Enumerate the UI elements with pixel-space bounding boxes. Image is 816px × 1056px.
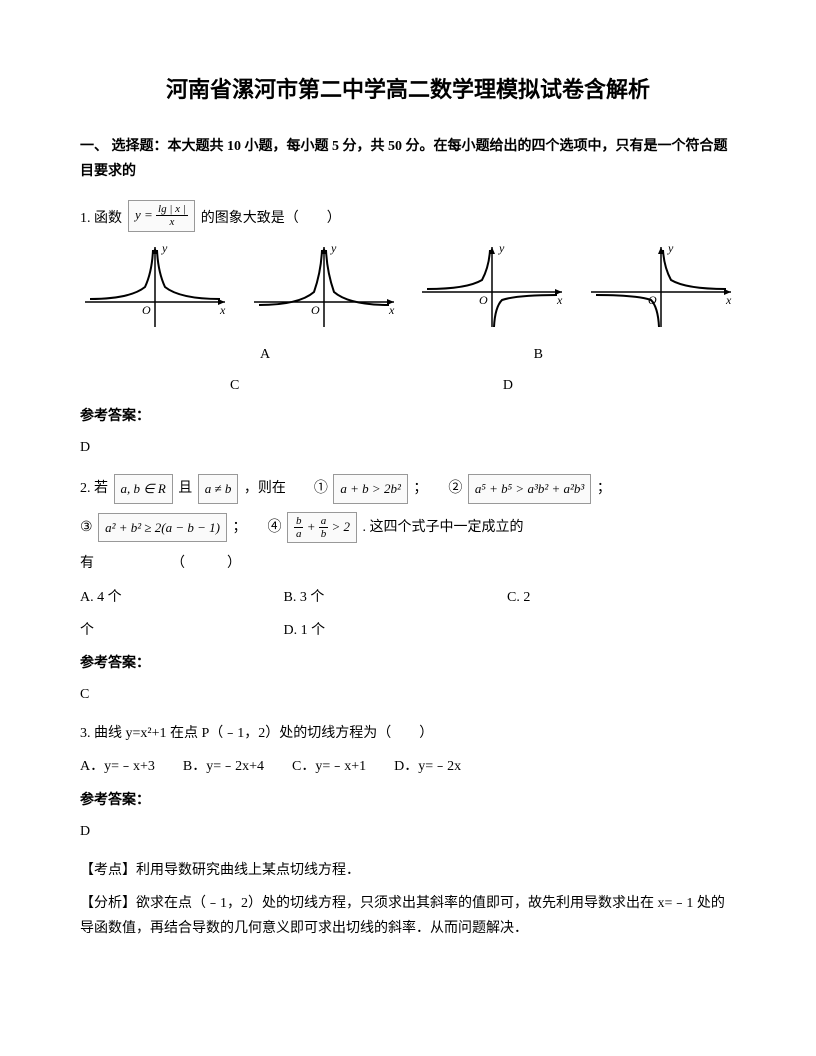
q1-suffix: 的图象大致是（ ） xyxy=(201,206,341,231)
formula-denominator: x xyxy=(167,216,176,228)
q2-cond1: a, b ∈ R xyxy=(114,474,173,503)
question-2-line1: 2. 若 a, b ∈ R 且 a ≠ b ，则在 ① a + b > 2b² … xyxy=(80,474,736,503)
q3-options: A．y=﹣x+3 B．y=﹣2x+4 C．y=﹣x+1 D．y=﹣2x xyxy=(80,754,736,779)
svg-text:O: O xyxy=(142,303,151,317)
svg-text:x: x xyxy=(725,293,732,307)
frac-num2: a xyxy=(319,515,329,528)
q2-answer-label: 参考答案： xyxy=(80,651,736,676)
kaodian-label: 【考点】 xyxy=(80,863,136,878)
q1-opt-c: C xyxy=(230,373,239,398)
question-1: 1. 函数 y = lg | x | x 的图象大致是（ ） xyxy=(80,200,736,232)
q2-sep2: ； xyxy=(597,481,611,496)
formula-numerator: lg | x | xyxy=(156,203,188,216)
fenxi-text: 欲求在点（﹣1，2）处的切线方程，只须求出其斜率的值即可，故先利用导数求出在 x… xyxy=(80,896,725,936)
q2-expr4: ba + ab > 2 xyxy=(287,512,357,544)
q1-answer: D xyxy=(80,435,736,460)
graph-d: x y O xyxy=(586,242,736,332)
q1-opt-b: B xyxy=(534,342,543,367)
q2-mid1: 且 xyxy=(178,481,192,496)
fenxi: 【分析】欲求在点（﹣1，2）处的切线方程，只须求出其斜率的值即可，故先利用导数求… xyxy=(80,891,736,941)
question-2-line3: 有 （ ） xyxy=(80,551,736,576)
q2-sep3: ； ④ xyxy=(232,520,281,535)
q2-opt-a: A. 4 个 xyxy=(80,585,280,610)
kaodian: 【考点】利用导数研究曲线上某点切线方程． xyxy=(80,858,736,883)
q1-opt-a: A xyxy=(260,342,270,367)
svg-text:x: x xyxy=(556,293,563,307)
q2-c3: ③ xyxy=(80,520,93,535)
q3-answer-label: 参考答案： xyxy=(80,788,736,813)
svg-text:O: O xyxy=(479,293,488,307)
q1-opt-d: D xyxy=(503,373,513,398)
svg-text:x: x xyxy=(219,303,226,317)
q2-options-row1: A. 4 个 B. 3 个 C. 2 xyxy=(80,585,736,610)
q2-expr2: a⁵ + b⁵ > a³b² + a²b³ xyxy=(468,474,591,503)
formula-lhs: y = xyxy=(135,207,153,222)
section-header: 一、 选择题：本大题共 10 小题，每小题 5 分，共 50 分。在每小题给出的… xyxy=(80,134,736,184)
q2-opt-c2: 个 xyxy=(80,618,280,643)
q2-answer: C xyxy=(80,682,736,707)
frac-den2: b xyxy=(319,528,329,540)
question-3: 3. 曲线 y=x²+1 在点 P（﹣1，2）处的切线方程为（ ） xyxy=(80,721,736,746)
svg-text:y: y xyxy=(161,242,168,255)
fenxi-label: 【分析】 xyxy=(80,896,136,911)
q2-expr3: a² + b² ≥ 2(a − b − 1) xyxy=(98,513,227,542)
q2-mid2: ，则在 ① xyxy=(244,481,328,496)
q2-cond2: a ≠ b xyxy=(198,474,239,503)
gt: > 2 xyxy=(332,519,351,534)
page-title: 河南省漯河市第二中学高二数学理模拟试卷含解析 xyxy=(80,70,736,110)
frac-num: b xyxy=(294,515,304,528)
graph-a: x y O xyxy=(80,242,230,332)
q1-options-row1: A B xyxy=(80,342,736,367)
svg-text:y: y xyxy=(667,242,674,255)
svg-text:y: y xyxy=(498,242,505,255)
svg-text:x: x xyxy=(388,303,395,317)
q2-sep1: ； ② xyxy=(413,481,462,496)
q1-prefix: 1. 函数 xyxy=(80,206,122,231)
q2-opt-c: C. 2 xyxy=(507,590,530,605)
question-2-line2: ③ a² + b² ≥ 2(a − b − 1) ； ④ ba + ab > 2… xyxy=(80,512,736,544)
svg-text:y: y xyxy=(330,242,337,255)
kaodian-text: 利用导数研究曲线上某点切线方程． xyxy=(136,863,360,878)
frac-den: a xyxy=(294,528,304,540)
q1-formula: y = lg | x | x xyxy=(128,200,195,232)
q2-options-row2: 个 D. 1 个 xyxy=(80,618,736,643)
q2-tail: . 这四个式子中一定成立的 xyxy=(363,520,524,535)
q1-options-row2: C D xyxy=(80,373,736,398)
graph-c: x y O xyxy=(417,242,567,332)
svg-text:O: O xyxy=(311,303,320,317)
plus: + xyxy=(307,519,316,534)
q2-expr1: a + b > 2b² xyxy=(333,474,407,503)
q1-answer-label: 参考答案： xyxy=(80,404,736,429)
q3-answer: D xyxy=(80,819,736,844)
q2-prefix: 2. 若 xyxy=(80,481,108,496)
q2-opt-d: D. 1 个 xyxy=(284,623,326,638)
q1-graphs: x y O x y O x y O x y O xyxy=(80,242,736,332)
q2-opt-b: B. 3 个 xyxy=(284,585,504,610)
graph-b: x y O xyxy=(249,242,399,332)
